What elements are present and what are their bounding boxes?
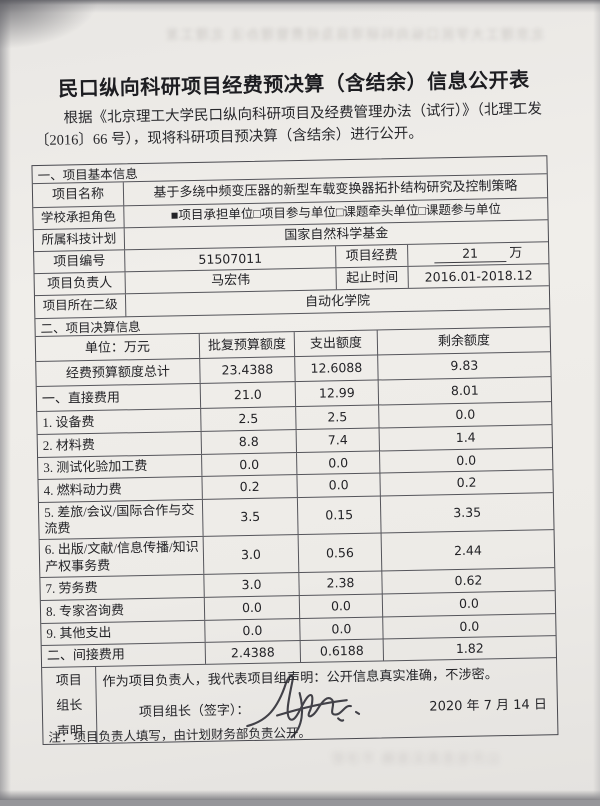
budget-row-label: 6. 出版/文献/信息传播/知识产权事务费 [39,536,205,578]
budget-remaining: 9.83 [450,357,479,374]
budget-approved: 0.0 [204,596,301,620]
pi-value: 马宏伟 [125,268,337,294]
intro-paragraph: 根据《北京理工大学民口纵向科研项目及经费管理办法（试行）》（北理工发 〔2016… [34,99,563,153]
budget-spent: 12.6088 [295,355,379,382]
budget-col-approved: 批复预算额度 [199,332,296,358]
funding-value-cell: 21 万 [408,242,548,266]
budget-spent: 0.0 [297,451,381,475]
budget-row-label: 一、直接费用 [36,383,202,412]
budget-spent: 12.99 [295,380,380,407]
budget-remaining: 0.2 [456,474,477,491]
funding-label: 项目经费 [336,244,409,268]
funding-amount: 21 [433,245,507,264]
budget-row-label: 5. 差旅/会议/国际合作与交流费 [38,499,204,540]
pi-label: 项目负责人 [34,272,126,296]
budget-approved: 0.0 [205,619,301,642]
budget-approved: 3.0 [203,535,300,574]
budget-remaining: 2.44 [453,542,482,558]
budget-approved: 0.0 [202,453,298,476]
period-label: 起止时间 [336,266,409,290]
role-label: 学校承担角色 [33,206,125,230]
period-value: 2016.01-2018.12 [424,267,533,285]
budget-remaining: 8.01 [450,382,479,399]
budget-remaining: 0.0 [455,406,476,423]
budget-remaining: 0.62 [454,572,483,589]
budget-approved: 3.0 [204,573,300,597]
budget-spent: 0.0 [300,617,384,641]
page-title: 民口纵向科研项目经费预决算（含结余）信息公开表 [58,69,530,101]
project-number-value: 51507011 [125,246,337,272]
budget-approved: 2.4388 [205,641,302,664]
budget-row-label: 2. 材料费 [37,431,203,458]
budget-row-label: 8. 专家咨询费 [40,597,206,624]
project-number-label: 项目编号 [34,250,126,274]
declaration-date: 2020 年 7 月 14 日 [429,697,548,715]
budget-row-label: 4. 燃料动力费 [38,476,203,503]
budget-row-label: 1. 设备费 [37,408,202,435]
budget-approved: 3.5 [202,498,299,536]
budget-approved: 2.5 [201,407,297,431]
budget-row-label: 9. 其他支出 [41,620,206,646]
budget-spent: 2.5 [296,405,380,430]
signature-label: 项目组长（签字）： [138,702,250,720]
budget-approved: 0.2 [202,475,298,499]
budget-col-unit: 单位：万元 [35,333,201,362]
budget-spent: 0.15 [297,496,382,535]
program-label: 所属科技计划 [33,228,126,252]
budget-remaining: 1.82 [455,640,484,656]
budget-spent: 0.0 [297,473,381,498]
budget-row-label: 经费预算额度总计 [36,358,201,387]
budget-spent: 7.4 [296,428,380,453]
budget-row-label: 二、间接费用 [41,642,207,668]
budget-approved: 21.0 [200,382,297,408]
funding-unit: 万 [509,245,523,261]
budget-remaining: 1.4 [455,429,476,446]
budget-remaining: 0.0 [459,618,480,634]
budget-approved: 23.4388 [200,357,296,383]
department-label: 项目所在二级 [34,294,127,319]
project-info-table: 一、项目基本信息 项目名称 基于多绕中频变压器的新型车载变换器拓扑结构研究及控制… [31,155,559,746]
budget-row-label: 7. 劳务费 [40,574,205,601]
project-name-label: 项目名称 [32,182,125,208]
budget-spent: 0.56 [298,533,383,573]
budget-spent: 0.6188 [300,639,385,663]
budget-spent: 2.38 [299,571,383,596]
budget-approved: 8.8 [201,430,297,454]
budget-col-spent: 支出额度 [294,330,379,357]
budget-remaining: 3.35 [453,504,482,521]
budget-remaining: 0.0 [456,452,477,468]
budget-remaining: 0.0 [458,595,480,612]
budget-row-label: 3. 测试化验加工费 [38,454,203,480]
budget-col-remaining: 剩余额度 [437,332,491,349]
budget-spent: 0.0 [299,594,384,619]
